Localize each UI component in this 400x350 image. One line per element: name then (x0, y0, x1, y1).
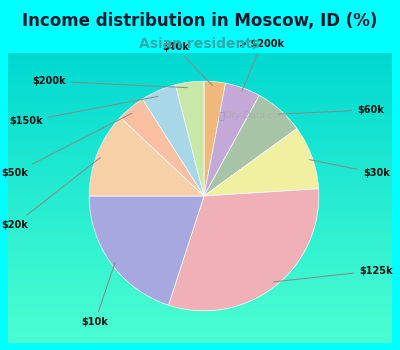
Text: $10k: $10k (82, 263, 115, 327)
Wedge shape (89, 117, 204, 196)
Wedge shape (142, 85, 204, 196)
Text: $50k: $50k (1, 113, 132, 178)
Text: $20k: $20k (1, 158, 100, 230)
Text: Asian residents: Asian residents (139, 37, 261, 51)
Wedge shape (168, 189, 319, 311)
Text: City-Data.com: City-Data.com (224, 111, 288, 120)
Text: ⓘ: ⓘ (218, 111, 224, 121)
Text: $40k: $40k (162, 42, 212, 85)
Wedge shape (204, 83, 259, 196)
Wedge shape (204, 96, 297, 196)
Text: $125k: $125k (274, 266, 393, 282)
Text: $150k: $150k (9, 97, 158, 126)
Text: $30k: $30k (309, 160, 390, 178)
Text: $200k: $200k (32, 76, 188, 88)
Text: > $200k: > $200k (239, 40, 284, 91)
Wedge shape (176, 81, 204, 196)
Text: Income distribution in Moscow, ID (%): Income distribution in Moscow, ID (%) (22, 12, 378, 30)
Wedge shape (89, 196, 204, 305)
Wedge shape (120, 99, 204, 196)
Wedge shape (204, 81, 226, 196)
Wedge shape (204, 128, 318, 196)
Text: $60k: $60k (279, 105, 384, 115)
